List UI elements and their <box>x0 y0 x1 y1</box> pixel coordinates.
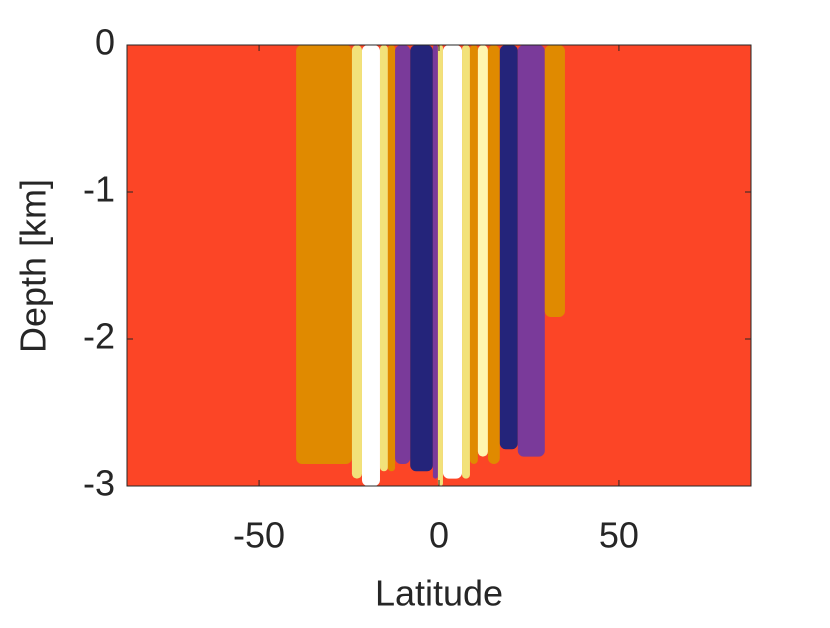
contour-band <box>477 45 488 457</box>
contour-band <box>469 45 478 464</box>
x-tick-label: 50 <box>599 515 639 556</box>
contour-band <box>410 45 433 472</box>
contour-band <box>351 45 362 479</box>
contour-band <box>361 45 380 486</box>
contour-band <box>442 45 463 479</box>
contour-band <box>437 45 443 486</box>
contour-band <box>432 45 438 479</box>
contour-band <box>517 45 545 457</box>
y-tick-label: -2 <box>83 316 115 357</box>
contour-band <box>296 45 352 464</box>
contour-band <box>499 45 518 450</box>
y-tick-label: 0 <box>95 22 115 63</box>
y-tick-label: -3 <box>83 463 115 504</box>
x-tick-label: 0 <box>429 515 449 556</box>
contour-band <box>544 45 565 317</box>
x-tick-label: -50 <box>233 515 285 556</box>
x-axis-label: Latitude <box>375 573 503 614</box>
contour-band <box>395 45 411 464</box>
contour-band <box>387 45 396 472</box>
contour-band <box>462 45 470 479</box>
contour-band <box>487 45 500 464</box>
y-axis-label: Depth [km] <box>13 179 54 353</box>
y-tick-label: -1 <box>83 169 115 210</box>
contour-band <box>379 45 388 472</box>
